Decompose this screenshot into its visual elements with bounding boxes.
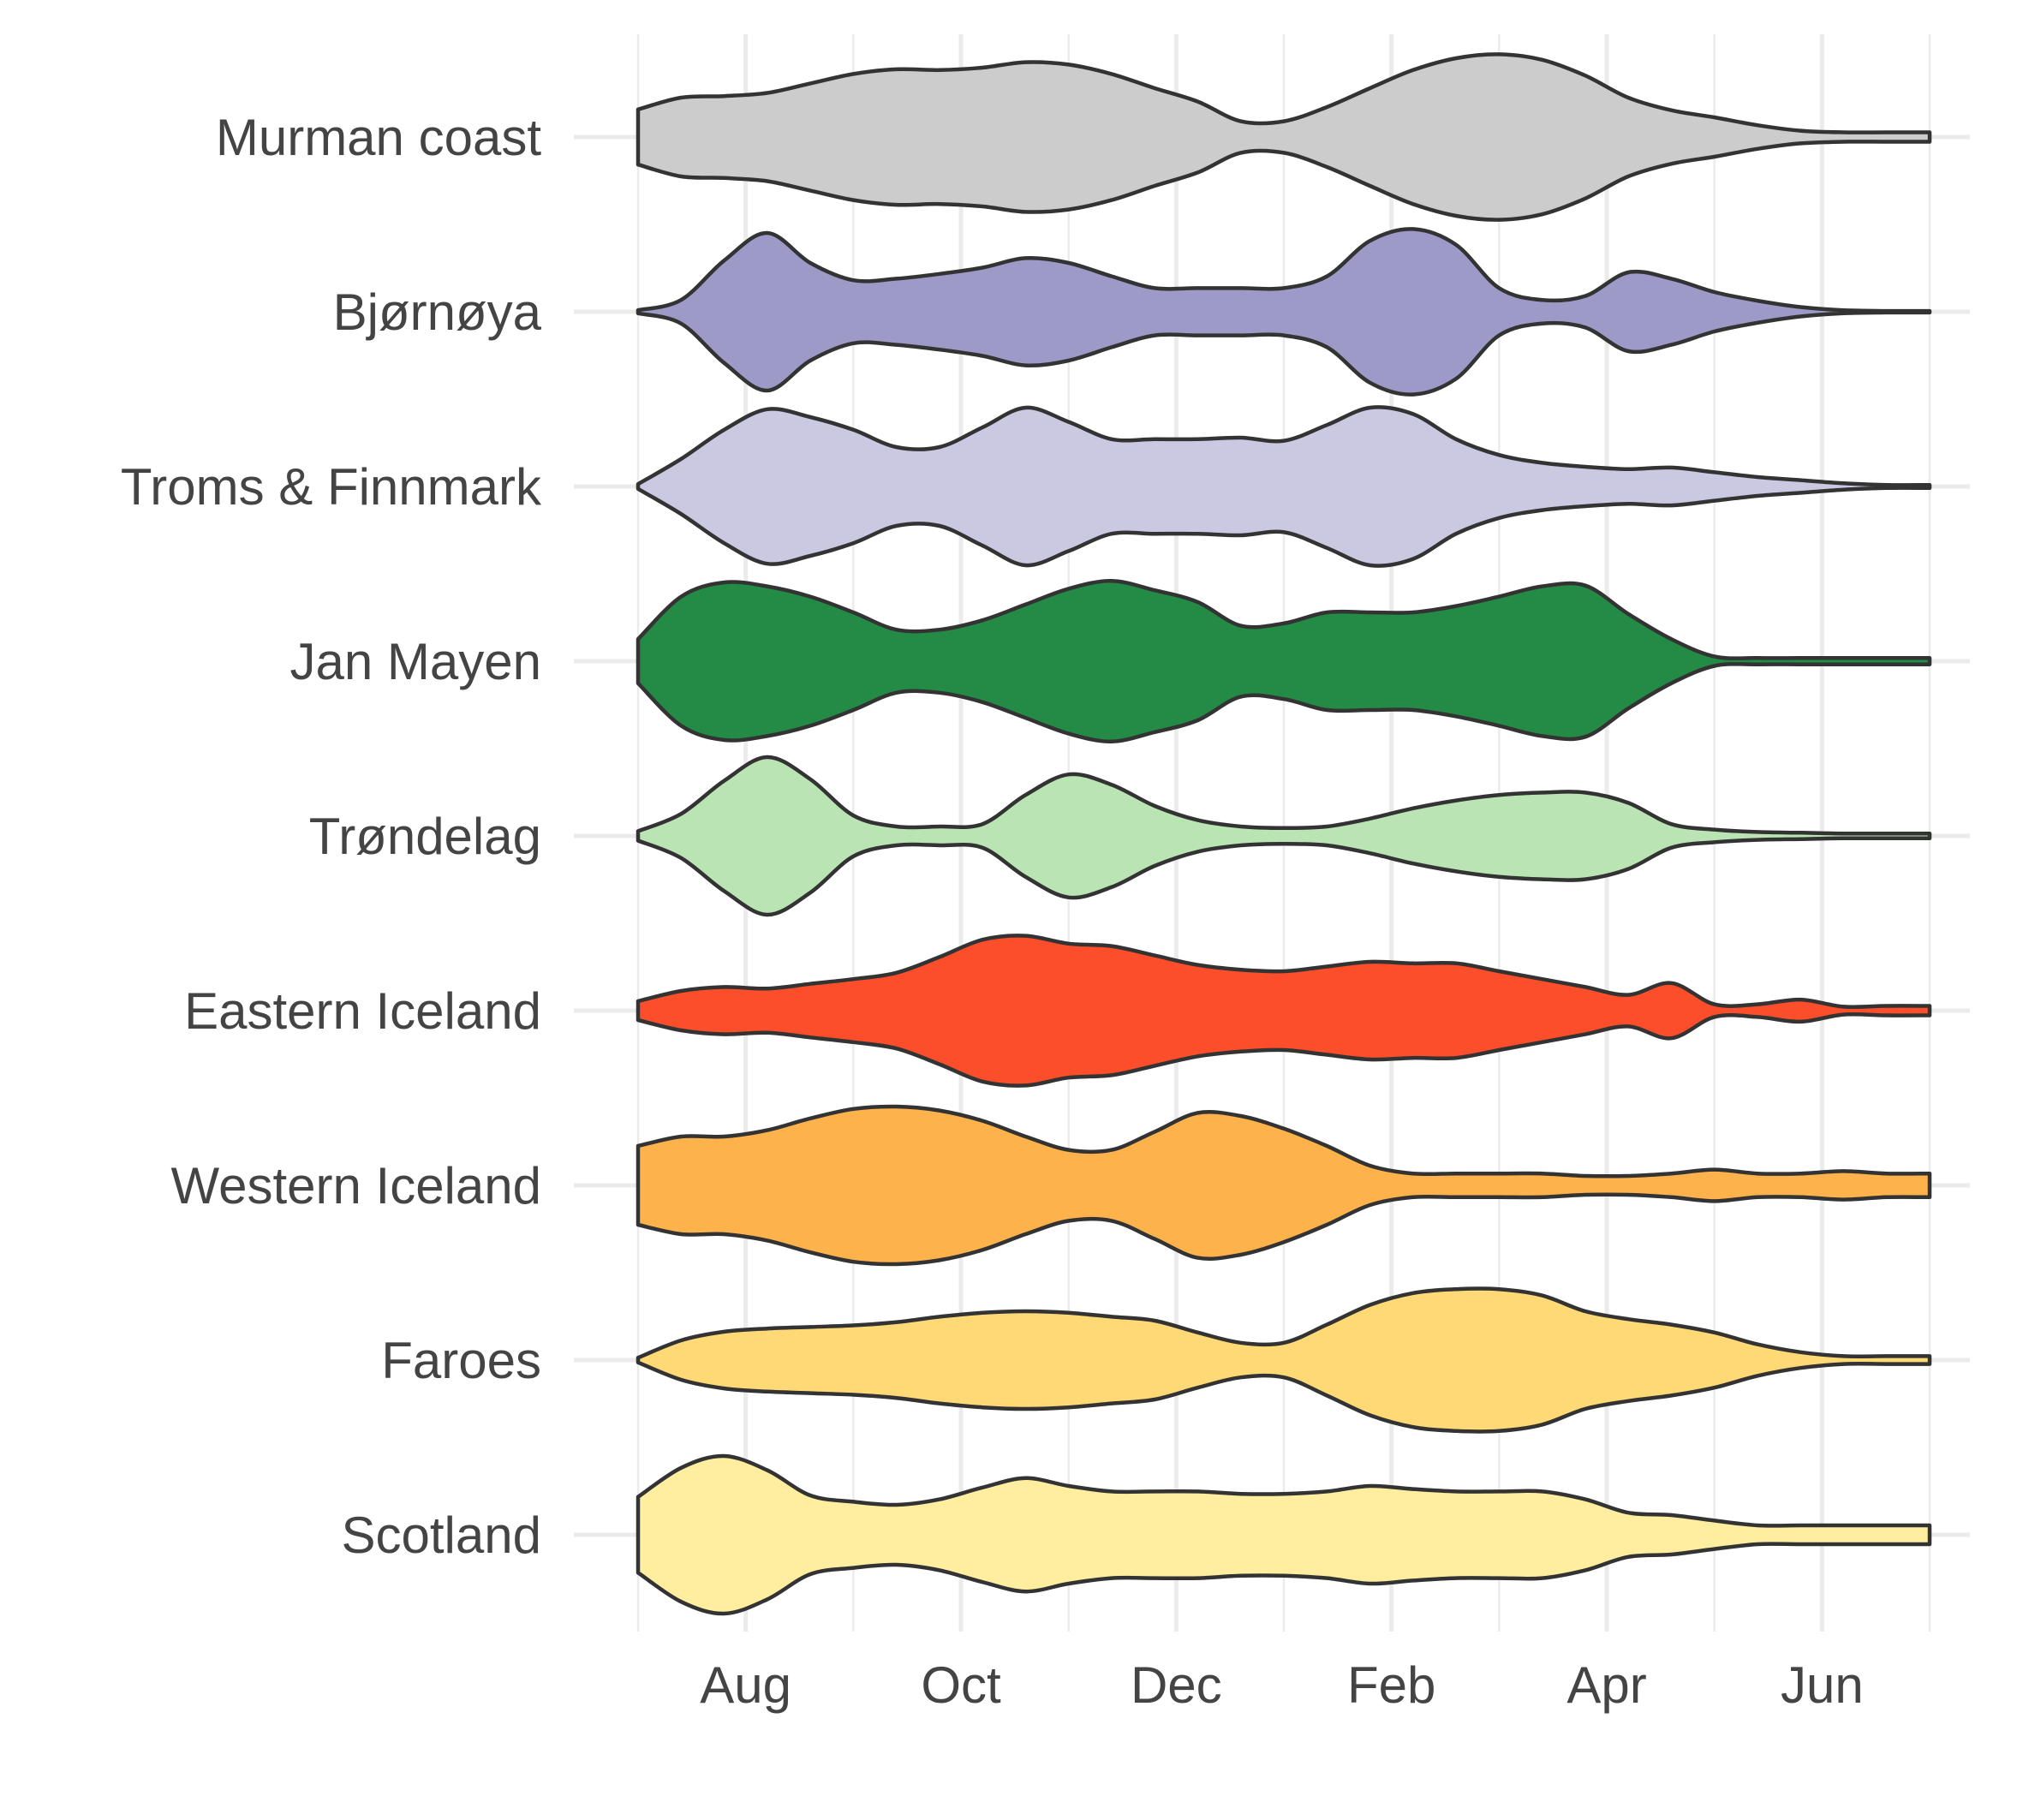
y-tick-label: Scotland <box>342 1507 542 1564</box>
x-tick-label: Feb <box>1347 1656 1435 1714</box>
y-tick-label: Trøndelag <box>309 808 541 865</box>
violins <box>636 52 1932 1616</box>
y-tick-label: Jan Mayen <box>290 633 542 690</box>
violin-scotland <box>636 1453 1932 1616</box>
violin-western-iceland <box>636 1104 1932 1267</box>
x-tick-label: Apr <box>1566 1656 1646 1714</box>
violin-eastern-iceland <box>636 934 1932 1088</box>
x-tick-label: Jun <box>1781 1656 1864 1714</box>
y-tick-label: Western Iceland <box>171 1157 541 1214</box>
y-tick-label: Murman coast <box>216 109 541 166</box>
violin-murman-coast <box>636 52 1932 222</box>
x-tick-label: Aug <box>700 1656 791 1714</box>
y-tick-label: Eastern Iceland <box>184 982 541 1040</box>
x-axis-labels: Aug Oct Dec Feb Apr Jun <box>700 1656 1863 1714</box>
violin-faroes <box>636 1286 1932 1434</box>
y-tick-label: Bjørnøya <box>333 283 542 341</box>
y-axis-labels: Murman coast Bjørnøya Troms & Finnmark Jan … <box>121 109 542 1564</box>
x-tick-label: Oct <box>921 1656 1001 1714</box>
y-tick-label: Troms & Finnmark <box>121 458 542 516</box>
violin-tr-ndelag <box>636 755 1932 917</box>
y-tick-label: Faroes <box>381 1332 541 1389</box>
violin-jan-mayen <box>636 578 1932 744</box>
x-tick-label: Dec <box>1131 1656 1222 1714</box>
violin-troms-finnmark <box>636 405 1932 568</box>
violin-bj-rn-ya <box>636 227 1932 397</box>
